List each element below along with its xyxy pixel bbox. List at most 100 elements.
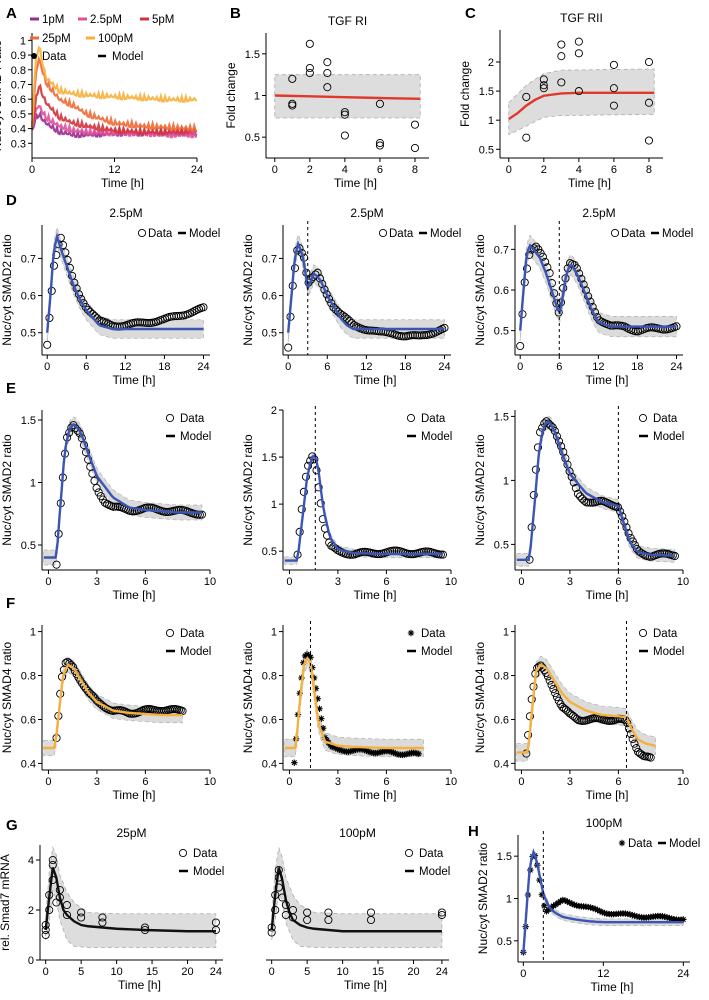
confidence-band bbox=[284, 648, 424, 758]
data-point bbox=[644, 98, 654, 107]
legend-model-label: Model bbox=[421, 646, 452, 658]
data-point bbox=[576, 492, 585, 501]
legend-model-label: Model bbox=[653, 431, 684, 443]
chart-panel-e2: 0 3 6 10 0.5 1 1.5 2 Time [h] Nuc/cyt SMAD2 ratio… bbox=[241, 405, 457, 602]
x-tick-label: 6 bbox=[615, 776, 621, 788]
legend-data-marker bbox=[378, 228, 388, 238]
data-point bbox=[551, 689, 560, 698]
legend-data-marker bbox=[165, 413, 175, 423]
legend-data-label: Data bbox=[421, 628, 446, 640]
data-point bbox=[320, 285, 329, 294]
x-tick-label: 8 bbox=[412, 164, 418, 176]
x-tick-label: 5 bbox=[78, 966, 84, 978]
model-line bbox=[46, 232, 204, 333]
data-point bbox=[609, 60, 618, 69]
data-point bbox=[340, 131, 349, 140]
data-point bbox=[557, 52, 566, 61]
data-point bbox=[323, 68, 332, 78]
data-point bbox=[284, 343, 293, 352]
data-point bbox=[324, 915, 333, 925]
panel-label: A bbox=[6, 5, 17, 22]
y-tick-label: 1 bbox=[506, 894, 512, 906]
x-tick-label: 24 bbox=[670, 361, 682, 373]
data-point bbox=[327, 299, 336, 308]
data-point bbox=[552, 693, 562, 702]
data-point bbox=[358, 547, 367, 556]
data-point bbox=[312, 685, 320, 692]
y-axis-label: Nuc/cyt SMAD2 ratio bbox=[473, 434, 487, 546]
y-tick-label: 0.7 bbox=[21, 253, 36, 265]
x-tick-label: 6 bbox=[142, 576, 148, 588]
data-point bbox=[77, 913, 86, 922]
x-tick-label: 4 bbox=[342, 164, 348, 176]
data-point bbox=[609, 101, 618, 110]
chart-panel-d3: 0 6 12 18 24 0.5 0.6 0.7 Time [h] Nuc/cyt SMAD2 r… bbox=[473, 206, 693, 387]
x-tick-label: 12 bbox=[592, 361, 604, 373]
data-point bbox=[281, 900, 290, 910]
x-tick-label: 18 bbox=[631, 361, 643, 373]
panel-title: 100pM bbox=[586, 816, 623, 830]
data-point bbox=[522, 264, 532, 273]
confidence-band bbox=[519, 234, 677, 341]
x-axis-label: Time [h] bbox=[118, 978, 161, 992]
legend-model-label: Model bbox=[421, 431, 452, 443]
data-point bbox=[388, 748, 395, 756]
y-tick-label: 0.8 bbox=[21, 671, 36, 683]
data-point bbox=[392, 750, 399, 757]
data-point bbox=[310, 674, 318, 682]
y-tick-label: 1.5 bbox=[479, 86, 494, 98]
data-point bbox=[188, 308, 197, 317]
confidence-band bbox=[516, 655, 656, 762]
legend-model-label: Model bbox=[419, 866, 450, 878]
data-point bbox=[589, 904, 597, 912]
data-point bbox=[598, 908, 606, 916]
data-point bbox=[140, 925, 150, 935]
chart-panel-g2: 0 5 10 15 20 24 Time [h] 100pM Data Model bbox=[266, 826, 450, 992]
legend-data-label: Data bbox=[180, 628, 205, 640]
x-tick-label: 6 bbox=[556, 361, 562, 373]
data-point bbox=[45, 905, 54, 915]
series-line-100pm bbox=[30, 45, 198, 128]
data-point bbox=[48, 875, 57, 885]
data-point bbox=[410, 143, 420, 153]
model-line bbox=[270, 867, 442, 933]
y-tick-label: 0.5 bbox=[21, 540, 36, 552]
x-tick-label: 6 bbox=[142, 776, 148, 788]
x-tick-label: 24 bbox=[436, 966, 448, 978]
data-point bbox=[193, 510, 202, 519]
x-tick-label: 15 bbox=[146, 966, 158, 978]
x-tick-label: 2 bbox=[307, 164, 313, 176]
legend-model-label: Model bbox=[189, 228, 220, 240]
data-point bbox=[300, 659, 307, 666]
x-axis-label: Time [h] bbox=[334, 176, 377, 190]
y-tick-label: 0.5 bbox=[479, 144, 494, 156]
legend-data-marker bbox=[638, 628, 648, 638]
data-point bbox=[62, 910, 72, 920]
chart-panel-c: 0 2 4 6 8 0.5 1 1.5 2 Time [h] Fold change TGF RII bbox=[458, 11, 663, 190]
data-point bbox=[199, 303, 208, 312]
data-point bbox=[644, 57, 654, 67]
y-tick-label: 0.6 bbox=[494, 714, 509, 726]
legend-data-marker bbox=[638, 413, 648, 423]
data-point bbox=[314, 695, 321, 702]
data-point bbox=[587, 904, 594, 911]
y-tick-label: 0.5 bbox=[262, 328, 277, 340]
x-tick-label: 0 bbox=[269, 966, 275, 978]
legend-data-label: Data bbox=[389, 228, 414, 240]
data-point bbox=[303, 915, 312, 925]
y-tick-label: 0.5 bbox=[11, 109, 26, 121]
data-point bbox=[98, 918, 107, 927]
model-line bbox=[284, 453, 443, 562]
panel-title: 2.5pM bbox=[582, 206, 615, 220]
x-tick-label: 0 bbox=[45, 776, 51, 788]
chart-panel-h: 0 12 24 0.5 1 1.5 Time [h] Nuc/cyt SMAD2 ratio 1… bbox=[476, 816, 700, 994]
x-tick-label: 10 bbox=[204, 576, 216, 588]
x-axis-label: Time [h] bbox=[344, 978, 387, 992]
y-tick-label: 0.8 bbox=[262, 671, 277, 683]
y-tick-label: 0.4 bbox=[494, 758, 509, 770]
data-point bbox=[646, 753, 655, 762]
chart-panel-f3: 0 3 6 10 0.4 0.6 0.8 1 Time [h] Nuc/cyt SMAD4 rat… bbox=[473, 621, 689, 802]
data-point bbox=[547, 680, 556, 689]
data-point bbox=[413, 750, 421, 757]
legend-data-label: Data bbox=[653, 628, 678, 640]
